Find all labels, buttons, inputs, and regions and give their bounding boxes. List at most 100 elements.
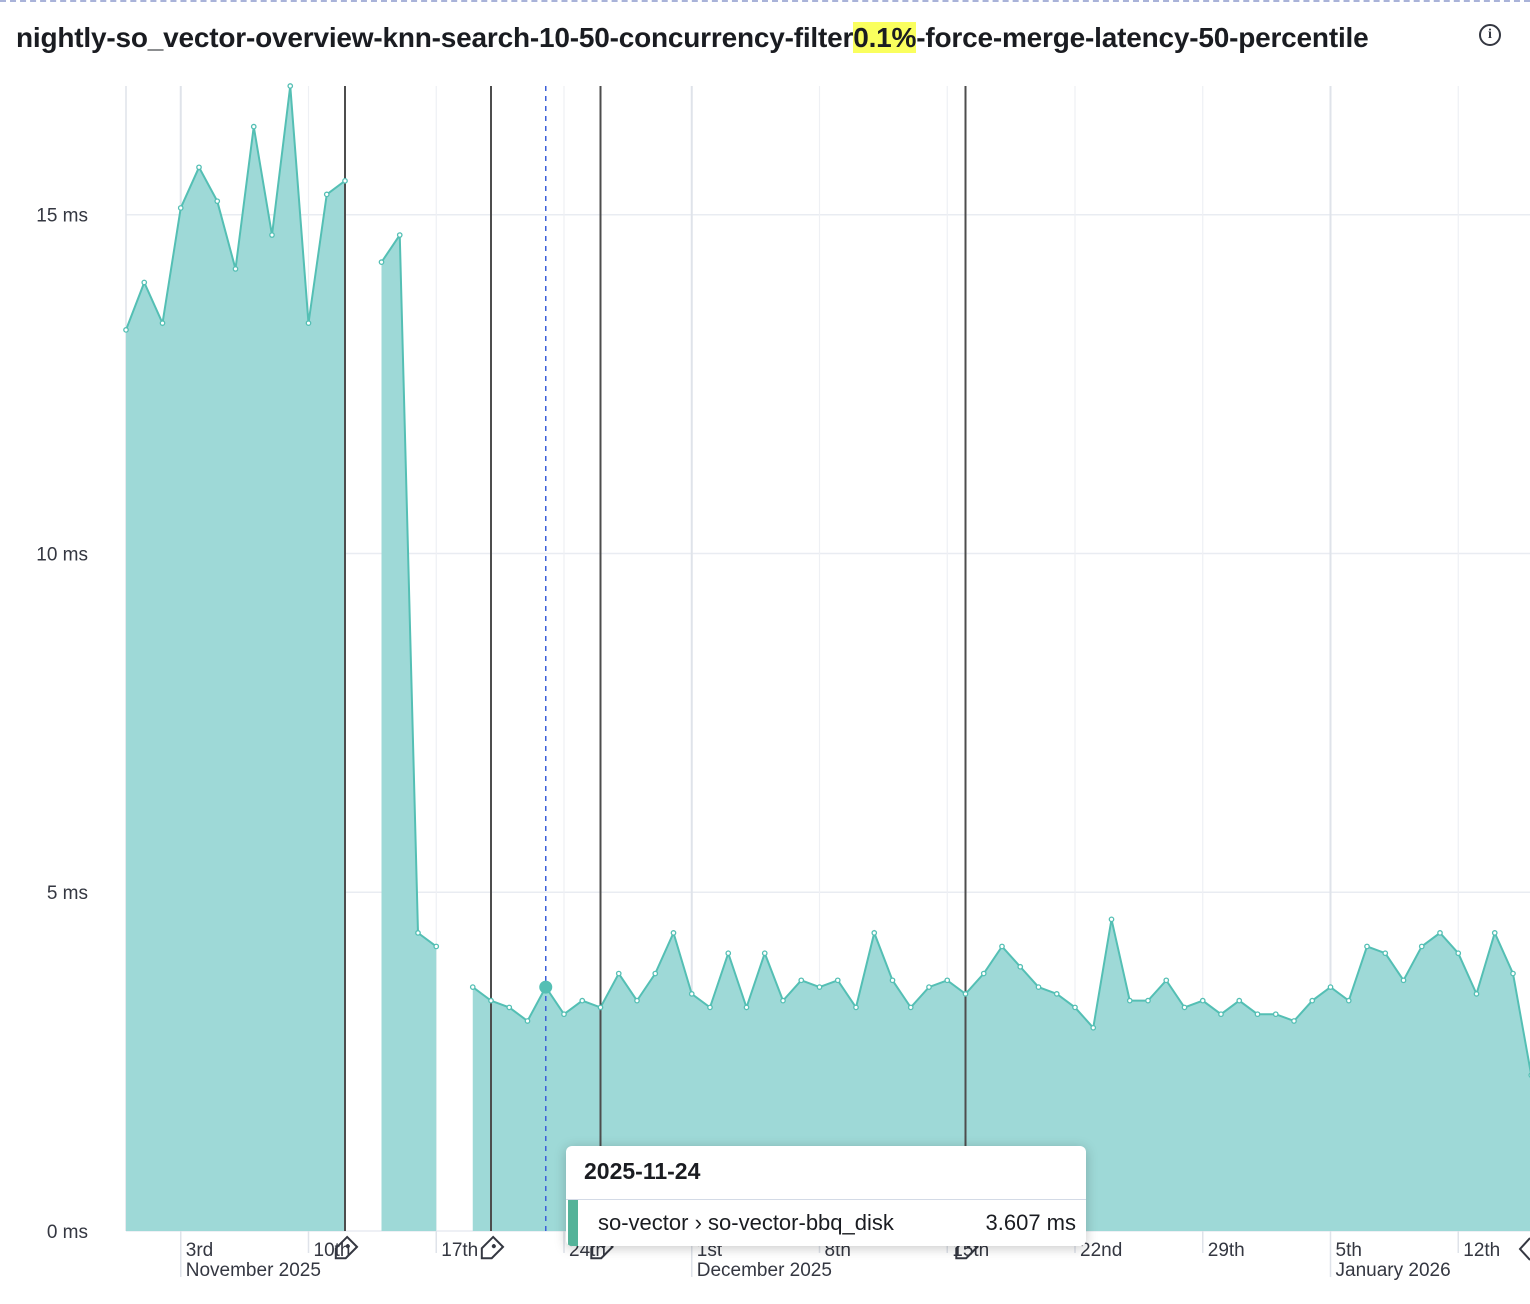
data-point — [670, 930, 677, 936]
data-point — [1272, 1011, 1279, 1018]
data-point — [1218, 1011, 1224, 1018]
series-area — [381, 235, 437, 1232]
annotation-tag-icon — [1518, 1237, 1530, 1261]
data-point — [926, 984, 932, 990]
data-point — [1510, 970, 1516, 977]
x-tick-month-label: November 2025 — [186, 1260, 321, 1281]
series-line — [380, 231, 437, 948]
data-point — [488, 997, 494, 1004]
y-tick-label: 5 ms — [47, 883, 88, 904]
tooltip-date: 2025-11-24 — [584, 1158, 701, 1184]
data-point — [889, 977, 896, 984]
x-tick-label: 17th — [441, 1240, 478, 1261]
hover-tooltip: 2025-11-24 so-vector › so-vector-bbq_dis… — [566, 1146, 1086, 1246]
data-point — [907, 1004, 914, 1011]
data-point — [1491, 930, 1498, 936]
data-point — [159, 320, 166, 326]
data-point — [1108, 916, 1115, 923]
data-point — [816, 984, 823, 990]
y-tick-label: 15 ms — [36, 206, 88, 227]
data-point — [1145, 997, 1151, 1004]
data-point — [615, 970, 622, 977]
annotation-tag-shape — [480, 1235, 505, 1260]
x-tick-label: 12th — [1463, 1240, 1500, 1261]
data-point — [1072, 1004, 1078, 1011]
series-points — [123, 83, 1530, 1078]
data-point — [853, 1004, 859, 1011]
data-point — [1309, 997, 1316, 1004]
data-point — [1418, 943, 1425, 950]
data-point — [1181, 1004, 1188, 1011]
data-point — [1473, 991, 1480, 997]
data-point — [469, 984, 476, 990]
data-point — [287, 83, 294, 89]
data-point — [323, 191, 330, 198]
data-point — [597, 1004, 604, 1011]
data-point — [1053, 991, 1060, 997]
series-areas — [125, 85, 1530, 1232]
data-point — [141, 279, 148, 286]
x-tick-label: 5th — [1336, 1240, 1362, 1261]
data-point — [415, 930, 421, 936]
data-point — [196, 164, 202, 171]
data-point — [1364, 943, 1370, 950]
annotation-lines — [334, 86, 1530, 1261]
data-point — [1327, 984, 1334, 990]
tooltip-series-swatch — [568, 1200, 578, 1246]
data-point — [980, 970, 987, 977]
data-point — [342, 178, 348, 184]
data-point — [1400, 977, 1407, 984]
data-point — [305, 320, 312, 326]
tooltip-divider — [566, 1199, 1086, 1200]
data-point — [1035, 984, 1042, 990]
data-point — [652, 970, 659, 977]
annotation-tag-icon — [334, 1235, 359, 1260]
x-tick-month-label: January 2026 — [1336, 1260, 1451, 1281]
data-point — [250, 123, 257, 130]
data-point — [761, 950, 768, 957]
data-point — [539, 980, 553, 994]
data-point — [214, 198, 221, 205]
data-point — [433, 943, 440, 950]
title-prefix: nightly-so_vector-overview-knn-search-10… — [16, 22, 854, 53]
data-point — [871, 930, 878, 936]
data-point — [743, 1004, 750, 1011]
data-point — [1291, 1018, 1297, 1024]
info-icon[interactable]: i — [1479, 24, 1501, 46]
data-point — [1236, 997, 1243, 1004]
x-tick-label: 3rd — [186, 1240, 213, 1261]
x-tick-label: 10th — [314, 1240, 351, 1261]
data-point — [1254, 1011, 1261, 1018]
title-highlight: 0.1% — [853, 22, 917, 53]
data-point — [688, 991, 695, 997]
data-point — [1090, 1024, 1097, 1031]
data-point — [798, 977, 805, 984]
y-tick-label: 10 ms — [36, 544, 88, 565]
data-point — [1126, 997, 1133, 1004]
title-suffix: -force-merge-latency-50-percentile — [916, 22, 1369, 53]
data-point — [707, 1004, 713, 1011]
data-point — [962, 991, 969, 997]
data-point — [1017, 963, 1024, 970]
annotation-tag-icon — [480, 1235, 505, 1260]
annotation-tag-hole — [345, 1244, 350, 1249]
data-point — [232, 266, 239, 272]
panel-top-border — [0, 0, 1530, 2]
data-point — [834, 977, 841, 984]
x-tick-label: 22nd — [1080, 1240, 1122, 1261]
series-area — [126, 86, 345, 1231]
data-point — [634, 997, 640, 1004]
data-point — [1455, 950, 1462, 957]
y-axis: 0 ms 5 ms 10 ms 15 ms — [36, 206, 88, 1243]
data-point — [1345, 997, 1352, 1004]
data-point — [1382, 950, 1389, 957]
data-point — [1163, 977, 1170, 984]
x-tick-month-label: December 2025 — [697, 1260, 832, 1281]
data-point — [506, 1004, 513, 1011]
data-point — [725, 950, 732, 957]
data-point — [944, 977, 951, 984]
data-point — [396, 232, 403, 238]
data-point — [269, 232, 275, 238]
data-point — [524, 1018, 531, 1024]
